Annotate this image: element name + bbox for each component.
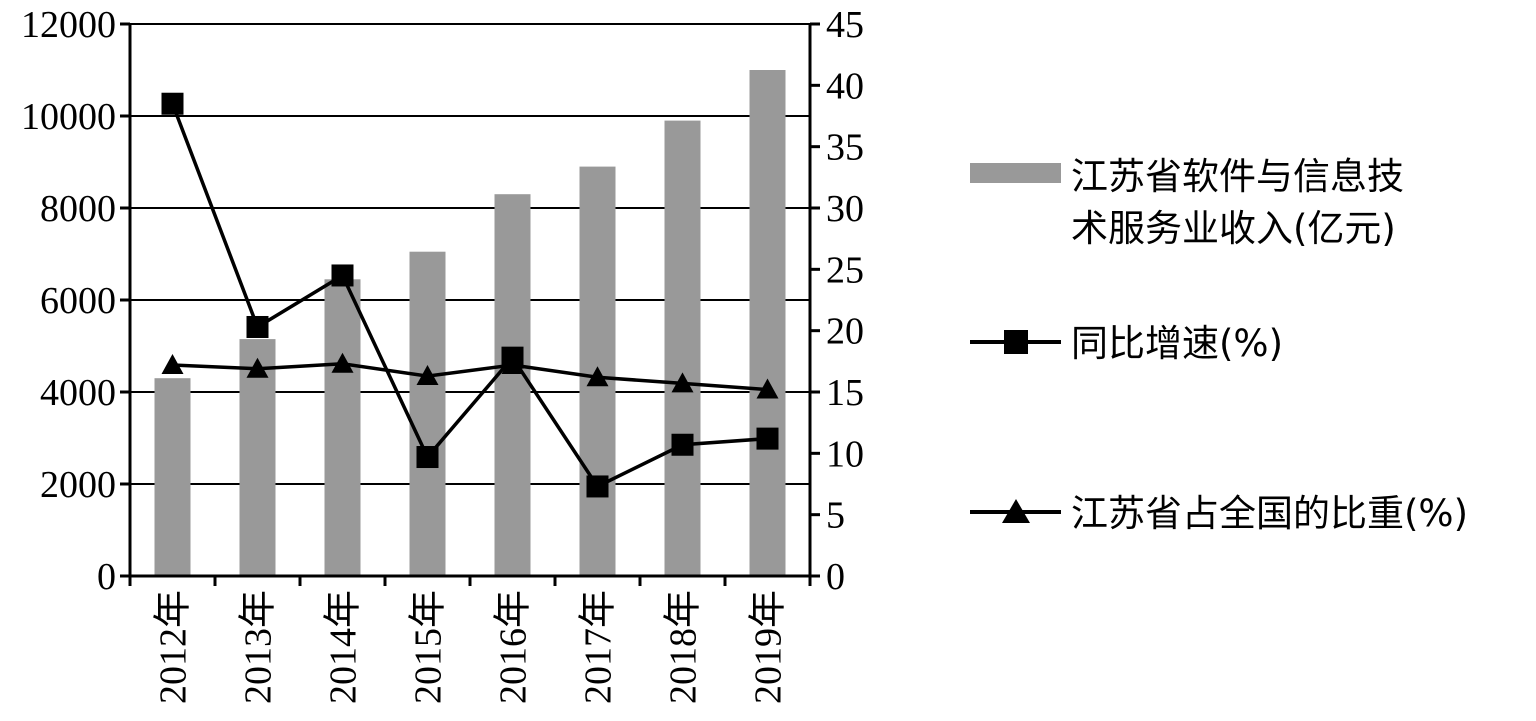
- square-marker: [246, 315, 269, 338]
- square-marker: [331, 264, 354, 287]
- legend-swatch-revenue: [970, 163, 1061, 183]
- left-tick-label: 4000: [40, 372, 116, 414]
- right-tick-label: 10: [826, 433, 864, 475]
- triangle-marker: [756, 378, 779, 399]
- bar: [409, 251, 446, 576]
- right-axis-ticks: 0 5 10 15 20 25 30 35 40 45: [826, 4, 864, 598]
- square-marker: [756, 427, 779, 450]
- category-label: 2016年: [493, 590, 535, 704]
- left-tick-label: 8000: [40, 188, 116, 230]
- bar: [749, 70, 786, 576]
- category-label: 2013年: [238, 590, 280, 704]
- right-tick-label: 5: [826, 495, 845, 537]
- series-line: [170, 103, 768, 489]
- legend-label-revenue-line1: 江苏省软件与信息技: [1071, 155, 1404, 198]
- category-label: 2019年: [748, 590, 790, 704]
- left-tick-label: 0: [97, 556, 116, 598]
- triangle-marker: [671, 372, 694, 393]
- bar: [154, 378, 191, 576]
- right-tick-label: 0: [826, 556, 845, 598]
- bar: [324, 279, 361, 576]
- series-line: [172, 362, 768, 392]
- triangle-marker: [161, 354, 184, 375]
- bar: [239, 339, 276, 576]
- left-tick-label: 2000: [40, 464, 116, 506]
- right-tick-label: 45: [826, 4, 864, 46]
- category-label: 2017年: [578, 590, 620, 704]
- left-axis-ticks: 0 2000 4000 6000 8000 10000 12000: [21, 4, 116, 598]
- right-tick-label: 30: [826, 188, 864, 230]
- right-tick-label: 35: [826, 127, 864, 169]
- right-tick-label: 25: [826, 249, 864, 291]
- left-tick-label: 6000: [40, 280, 116, 322]
- bar: [494, 194, 531, 576]
- square-marker: [416, 446, 439, 469]
- category-label: 2014年: [323, 590, 365, 704]
- triangle-marker: [501, 354, 524, 375]
- right-tick-label: 40: [826, 65, 864, 107]
- axes: [120, 22, 820, 586]
- legend-label-revenue-line2: 术服务业收入(亿元): [1071, 207, 1396, 250]
- right-tick-label: 20: [826, 311, 864, 353]
- legend-label-share: 江苏省占全国的比重(%): [1071, 492, 1468, 535]
- category-label: 2015年: [408, 590, 450, 704]
- category-label: 2012年: [153, 590, 195, 704]
- square-marker: [586, 475, 609, 498]
- square-marker: [671, 433, 694, 456]
- square-marker: [161, 92, 184, 115]
- line-series: [161, 92, 779, 498]
- category-label: 2018年: [663, 590, 705, 704]
- right-tick-label: 15: [826, 372, 864, 414]
- left-tick-label: 12000: [21, 4, 116, 46]
- legend-marker-square: [1004, 330, 1028, 354]
- category-labels: 2012年 2013年 2014年 2015年 2016年 2017年 2018年 2019年: [153, 590, 790, 704]
- gridlines: [130, 23, 810, 577]
- triangle-marker: [586, 366, 609, 387]
- legend-label-growth: 同比增速(%): [1071, 322, 1283, 365]
- left-tick-label: 10000: [21, 96, 116, 138]
- triangle-marker: [331, 352, 354, 373]
- bar-series: [154, 70, 786, 576]
- triangle-marker: [246, 357, 269, 378]
- legend-marker-triangle: [1002, 499, 1030, 523]
- bar: [664, 120, 701, 576]
- legend: 江苏省软件与信息技 术服务业收入(亿元) 同比增速(%) 江苏省占全国的比重(%…: [970, 155, 1468, 535]
- triangle-marker: [416, 365, 439, 386]
